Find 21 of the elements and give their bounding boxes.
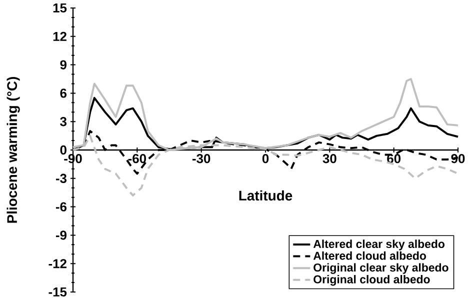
- legend-label: Original cloud albedo: [314, 274, 430, 286]
- x-tick-label: 30: [322, 154, 336, 164]
- y-tick-label: -3: [56, 174, 67, 183]
- y-tick-label: 9: [60, 60, 66, 70]
- y-tick-label: 3: [60, 117, 67, 126]
- legend-label: Altered cloud albedo: [313, 251, 426, 260]
- y-tick-label: 0: [60, 145, 66, 155]
- y-tick-label: -9: [56, 230, 66, 240]
- legend-label: Altered clear sky albedo: [313, 240, 444, 250]
- y-tick-label: -12: [48, 259, 66, 268]
- y-axis-title: Pliocene warming (°C): [6, 76, 20, 223]
- y-tick-label: -6: [56, 202, 67, 212]
- y-tick-label: 15: [53, 3, 67, 13]
- x-tick-label: -30: [192, 154, 210, 164]
- legend-label: Original clear sky albedo: [314, 263, 448, 274]
- x-tick-label: -60: [128, 154, 146, 164]
- y-tick-label: -15: [48, 287, 67, 297]
- y-tick-label: 12: [53, 32, 66, 41]
- x-tick-label: 0: [262, 154, 269, 164]
- x-axis-title: Latitude: [239, 190, 292, 201]
- y-tick-label: 6: [60, 88, 67, 98]
